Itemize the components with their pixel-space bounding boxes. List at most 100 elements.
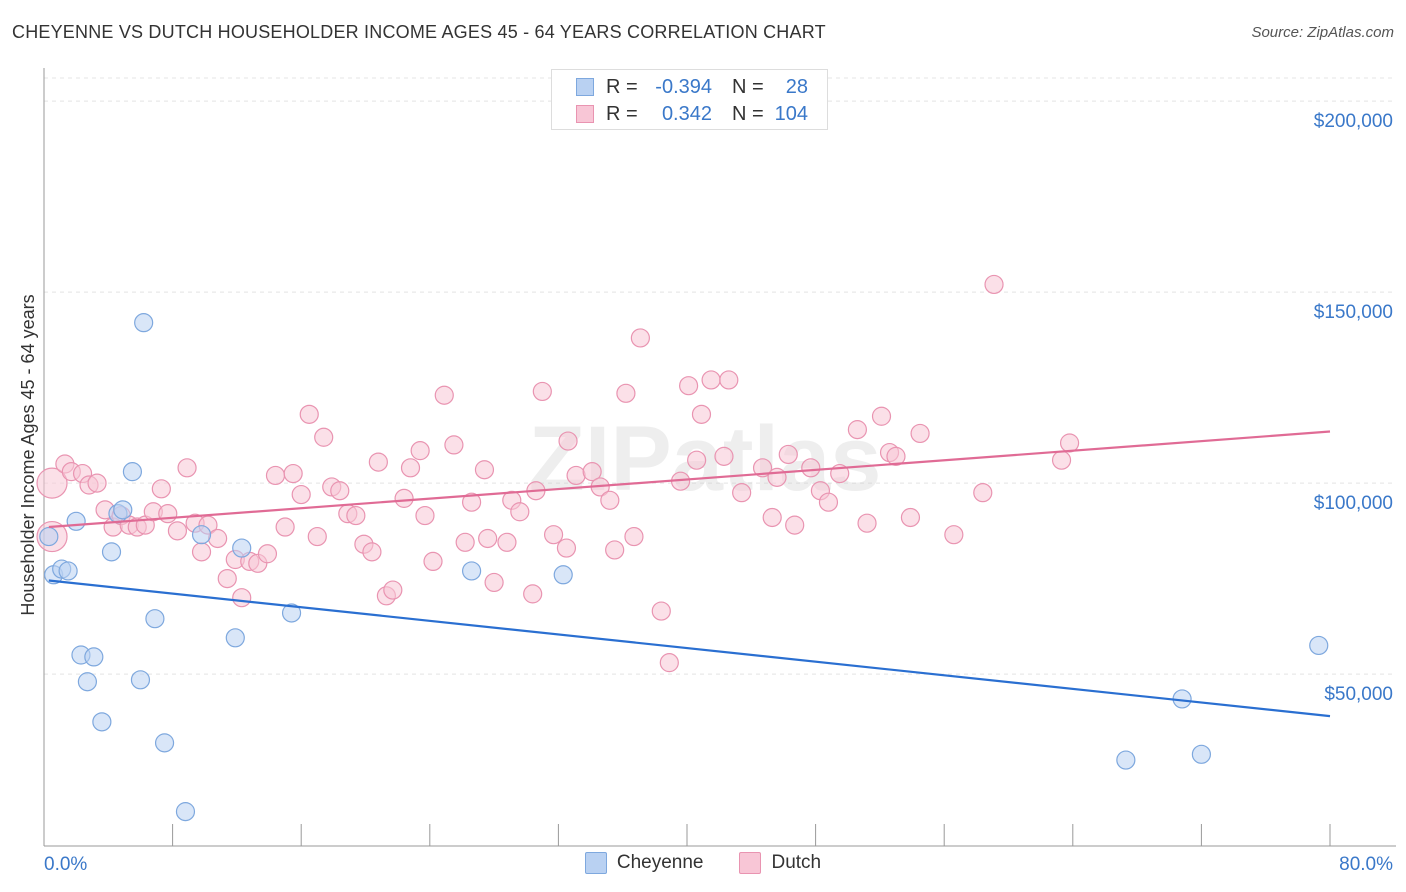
dutch-point — [818, 492, 839, 512]
dutch-point — [510, 502, 530, 522]
dutch-point — [624, 526, 644, 547]
dutch-point — [944, 525, 964, 545]
dutch-point — [582, 462, 602, 482]
dutch-point — [415, 505, 435, 526]
r-label: R = — [606, 102, 638, 125]
dutch-point — [687, 450, 707, 470]
dutch-point — [158, 504, 178, 524]
axes — [43, 68, 1396, 847]
dutch-point — [232, 588, 252, 608]
y-tick-label: $100,000 — [1314, 493, 1393, 514]
n-label: N = — [732, 102, 764, 125]
dutch-point — [600, 490, 620, 510]
dutch-point — [275, 517, 295, 537]
source-label: Source: ZipAtlas.com — [1251, 24, 1394, 41]
cheyenne-point — [134, 313, 154, 333]
cheyenne-point — [92, 712, 112, 732]
dutch-point — [847, 420, 867, 440]
x-tick-label-start: 0.0% — [44, 854, 87, 875]
y-tick-label: $200,000 — [1314, 111, 1393, 132]
chart-title: CHEYENNE VS DUTCH HOUSEHOLDER INCOME AGE… — [12, 22, 826, 42]
correlation-legend: R = -0.394 N = 28 R = 0.342 N = 104 — [551, 69, 828, 130]
dutch-point — [291, 484, 311, 505]
dutch-point — [151, 479, 171, 499]
legend-label-cheyenne: Cheyenne — [616, 852, 704, 873]
cheyenne-point — [461, 561, 482, 581]
r-value: -0.394 — [655, 75, 712, 98]
dutch-point — [497, 532, 517, 552]
dutch-point — [566, 465, 586, 486]
dutch-legend-swatch — [739, 852, 762, 874]
dutch-point — [691, 404, 712, 424]
cheyenne-point — [1116, 750, 1136, 770]
n-value: 104 — [774, 102, 808, 125]
dutch-point — [556, 538, 577, 558]
cheyenne-swatch — [576, 78, 594, 96]
dutch-point — [191, 542, 212, 562]
dutch-point — [523, 584, 543, 604]
dutch-point — [265, 465, 286, 486]
dutch-point — [871, 406, 892, 426]
dutch-point — [767, 467, 787, 487]
dutch-point — [679, 376, 699, 396]
dutch-point — [434, 385, 454, 405]
dutch-point — [801, 458, 821, 478]
n-label: N = — [732, 75, 764, 98]
dutch-point — [605, 540, 625, 560]
cheyenne-point — [154, 733, 175, 753]
cheyenne-point — [66, 511, 86, 531]
cheyenne-point — [101, 542, 122, 562]
dutch-swatch — [576, 105, 594, 123]
dutch-point — [299, 404, 319, 424]
cheyenne-point — [58, 561, 78, 581]
dutch-point — [910, 423, 930, 444]
cheyenne-point — [1309, 635, 1329, 656]
dutch-point — [410, 441, 430, 461]
cheyenne-point — [175, 802, 196, 822]
dutch-point — [651, 601, 671, 621]
dutch-point — [973, 483, 993, 503]
legend-row-cheyenne: R = -0.394 N = 28 — [576, 76, 808, 98]
dutch-point — [362, 542, 382, 562]
cheyenne-legend-swatch — [584, 852, 607, 874]
dutch-point — [383, 580, 403, 600]
dutch-point — [257, 544, 278, 564]
cheyenne-point — [225, 628, 245, 648]
r-label: R = — [606, 75, 638, 98]
dutch-point — [1051, 450, 1072, 470]
dutch-point — [558, 431, 578, 451]
cheyenne-point — [232, 538, 252, 558]
dutch-point — [543, 525, 564, 545]
y-tick-label: $150,000 — [1314, 302, 1393, 323]
cheyenne-point — [145, 609, 165, 629]
grid-lines — [44, 77, 1396, 675]
r-value: 0.342 — [661, 102, 712, 125]
dutch-point — [984, 274, 1004, 295]
cheyenne-point — [77, 672, 98, 692]
cheyenne-point — [84, 647, 104, 667]
dutch-point — [346, 505, 366, 526]
dutch-point — [659, 653, 679, 673]
dutch-point — [857, 513, 877, 533]
dutch-point — [474, 460, 495, 480]
dutch-point — [752, 458, 773, 478]
dutch-point — [87, 473, 107, 493]
dutch-point — [314, 427, 334, 447]
cheyenne-point — [191, 525, 212, 545]
series-legend: Cheyenne Dutch — [0, 852, 1406, 874]
dutch-point — [455, 532, 475, 552]
dutch-point — [630, 328, 650, 348]
dutch-point — [478, 528, 498, 549]
dutch-point — [785, 515, 805, 535]
y-tick-label: $50,000 — [1324, 684, 1393, 705]
dutch-point — [330, 481, 350, 501]
dutch-point — [1059, 433, 1080, 453]
dutch-point — [532, 381, 552, 402]
dutch-point — [484, 572, 504, 593]
dutch-point — [886, 446, 906, 466]
dutch-point — [208, 528, 228, 549]
dutch-point — [423, 551, 443, 572]
dutch-point — [283, 463, 303, 484]
dutch-point — [394, 488, 414, 508]
